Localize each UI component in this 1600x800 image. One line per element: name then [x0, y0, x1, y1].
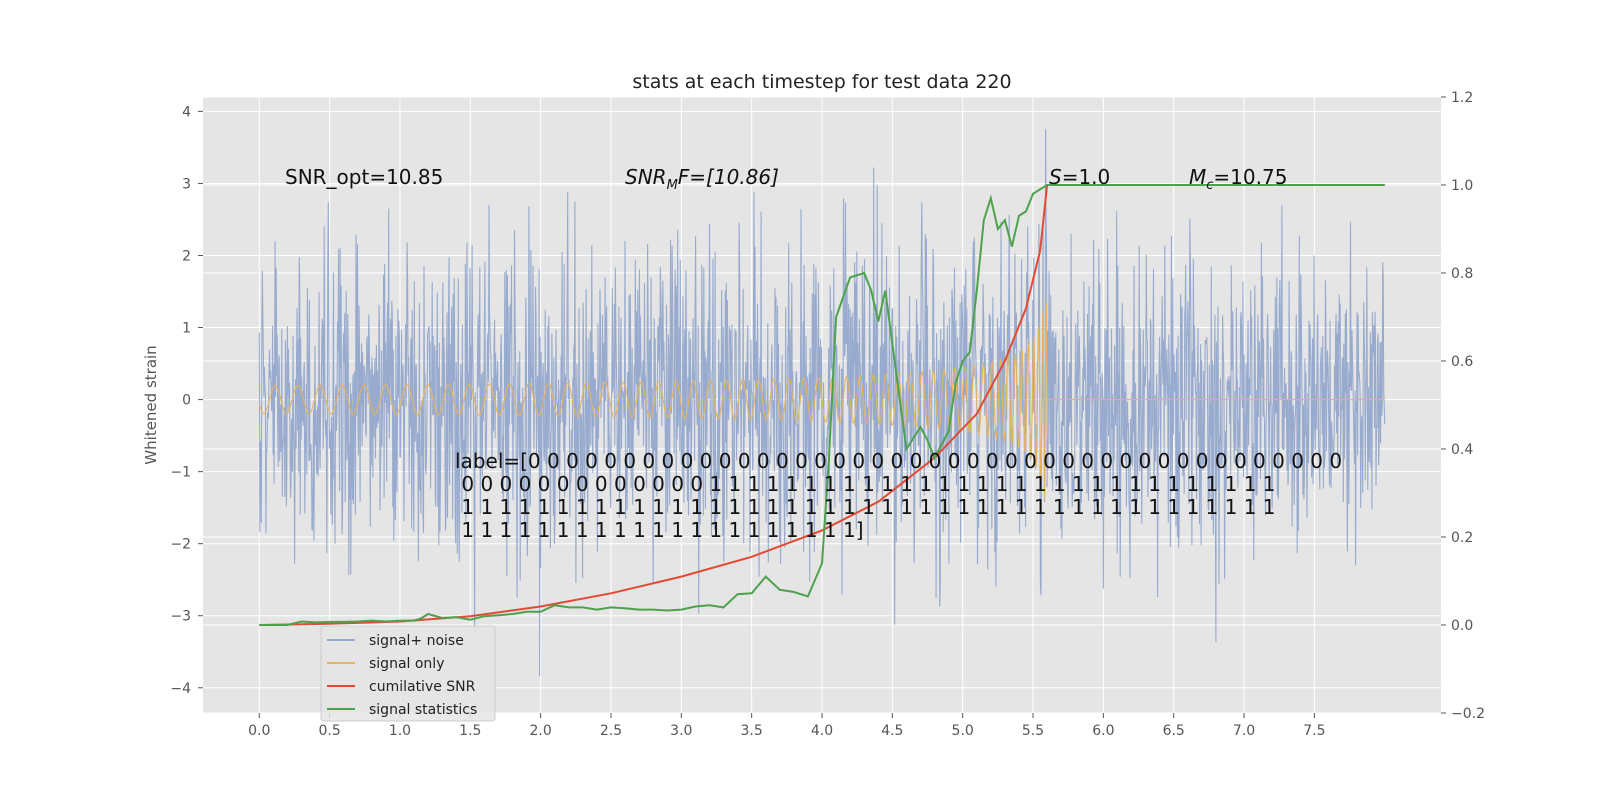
grid	[203, 96, 1441, 714]
annotation-mc: Mc=10.75	[1189, 165, 1287, 193]
y2-tick-label: 1.0	[1451, 178, 1473, 194]
axes: 0.0 0.5 1.0 1.5 2.0 2.5 3.0 3.5 4.0 4.5 5.0 5.5 6.0 6…	[170, 90, 1485, 739]
y-tick-label: 1	[182, 321, 191, 337]
y-tick-label: 2	[182, 249, 191, 265]
annotation-s: S=1.0	[1049, 165, 1110, 189]
legend: signal+ noise signal only cumilative SNR si…	[320, 625, 496, 722]
legend-box	[320, 625, 496, 722]
y-axis-label: Whitened strain	[142, 345, 160, 464]
x-tick-label: 1.5	[459, 723, 481, 739]
x-tick-label: 1.0	[389, 723, 411, 739]
y2-tick-label: 1.2	[1451, 90, 1473, 106]
y-tick-label: −4	[170, 681, 191, 697]
legend-entry-label: signal only	[369, 656, 444, 672]
label-line: 1 1 1 1 1 1 1 1 1 1 1 1 1 1 1 1 1 1 1 1 …	[455, 518, 864, 542]
chart-title: stats at each timestep for test data 220	[632, 71, 1011, 93]
x-tick-label: 6.5	[1163, 723, 1185, 739]
legend-entry-label: signal+ noise	[369, 633, 464, 649]
x-tick-label: 3.5	[741, 723, 763, 739]
annotation-snr-mf: SNRMF=[10.86]	[625, 165, 779, 193]
y2-tick-label: −0.2	[1451, 706, 1485, 722]
y2-tick-label: 0.0	[1451, 618, 1473, 634]
label-line: 1 1 1 1 1 1 1 1 1 1 1 1 1 1 1 1 1 1 1 1 …	[455, 495, 1276, 519]
y-tick-label: 4	[182, 104, 191, 120]
x-tick-label: 6.0	[1092, 723, 1114, 739]
y-tick-label: −3	[170, 609, 191, 625]
x-tick-label: 4.0	[811, 723, 833, 739]
x-tick-label: 2.0	[530, 723, 552, 739]
y2-tick-label: 0.2	[1451, 530, 1473, 546]
annotation-snr-opt: SNR_opt=10.85	[285, 165, 443, 189]
legend-entry-label: cumilative SNR	[369, 679, 476, 695]
y2-tick-label: 0.4	[1451, 442, 1473, 458]
x-tick-label: 2.5	[600, 723, 622, 739]
series-signal-statistics-line	[259, 184, 1385, 626]
x-tick-label: 3.0	[670, 723, 692, 739]
y-tick-label: −2	[170, 537, 191, 553]
legend-entry-label: signal statistics	[369, 702, 477, 718]
y2-tick-label: 0.6	[1451, 354, 1473, 370]
y-tick-label: 0	[182, 393, 191, 409]
x-tick-label: 0.5	[318, 723, 340, 739]
x-tick-label: 0.0	[248, 723, 270, 739]
plot-area	[258, 128, 1386, 677]
x-tick-label: 5.0	[952, 723, 974, 739]
x-tick-label: 4.5	[881, 723, 903, 739]
series-signal-noise-line	[258, 128, 1386, 677]
label-line: 0 0 0 0 0 0 0 0 0 0 0 0 0 1 1 1 1 1 1 1 …	[455, 472, 1276, 496]
y2-tick-label: 0.8	[1451, 266, 1473, 282]
label-line: label=[0 0 0 0 0 0 0 0 0 0 0 0 0 0 0 0 0…	[455, 449, 1342, 473]
label-annotation: label=[0 0 0 0 0 0 0 0 0 0 0 0 0 0 0 0 0…	[455, 449, 1342, 542]
series-signal-only-line	[258, 300, 1385, 500]
x-tick-label: 7.0	[1233, 723, 1255, 739]
x-tick-label: 5.5	[1022, 723, 1044, 739]
y-tick-label: 3	[182, 176, 191, 192]
x-tick-label: 7.5	[1303, 723, 1325, 739]
y-tick-label: −1	[170, 465, 191, 481]
